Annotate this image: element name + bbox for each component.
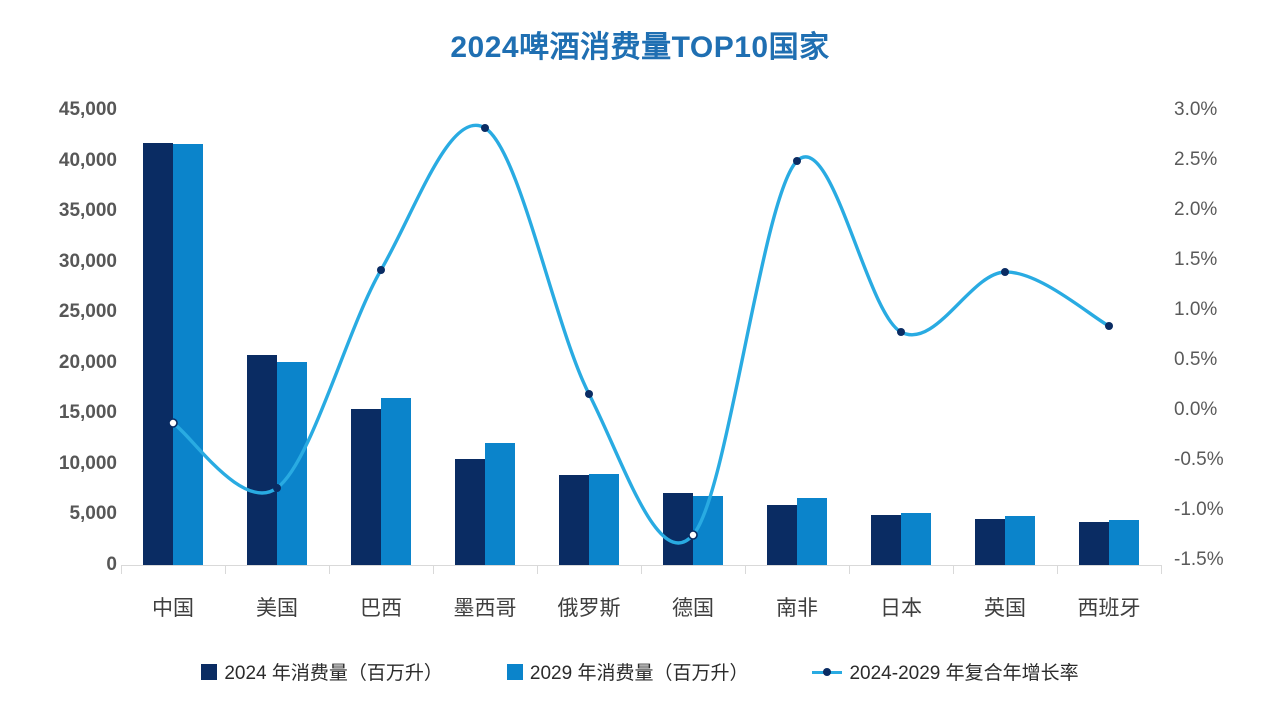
y-axis-right-tick: 0.5% <box>1174 349 1218 370</box>
x-axis-tick <box>1161 565 1162 574</box>
x-axis-tick <box>225 565 226 574</box>
y-axis-right-tick: 2.0% <box>1174 199 1218 220</box>
x-axis-tick <box>641 565 642 574</box>
y-axis-left-tick: 25,000 <box>58 301 117 323</box>
bar-2029 <box>693 496 723 565</box>
bar-2024 <box>351 409 381 565</box>
chart-legend: 2024 年消费量（百万升） 2029 年消费量（百万升） 2024-2029 年复… <box>0 658 1280 685</box>
bar-2029 <box>1005 516 1035 565</box>
legend-line-marker-icon <box>812 664 843 680</box>
x-axis-tick <box>329 565 330 574</box>
y-axis-left-tick: 20,000 <box>58 351 117 373</box>
bar-2024 <box>1079 521 1109 565</box>
x-axis-tick <box>1057 565 1058 574</box>
y-axis-right-tick: 1.0% <box>1174 299 1218 320</box>
bar-2029 <box>173 144 203 565</box>
y-axis-right-tick: -1.0% <box>1174 499 1224 520</box>
y-axis-left-tick: 5,000 <box>69 503 117 525</box>
x-axis-label: 南非 <box>776 597 818 620</box>
bar-2029 <box>381 398 411 565</box>
x-axis-tick <box>849 565 850 574</box>
x-axis-tick <box>433 565 434 574</box>
chart-title: 2024啤酒消费量TOP10国家 <box>450 31 830 64</box>
y-axis-left-tick: 30,000 <box>58 250 117 272</box>
y-axis-left-tick: 45,000 <box>58 99 117 120</box>
y-axis-left-tick: 35,000 <box>58 200 117 222</box>
x-axis-tick <box>953 565 954 574</box>
y-axis-left-tick: 40,000 <box>58 149 117 171</box>
legend-swatch-icon <box>506 663 523 680</box>
bar-2024 <box>975 519 1005 565</box>
legend-item[interactable]: 2029 年消费量（百万升） <box>506 658 749 685</box>
y-axis-right-tick: -1.5% <box>1174 549 1224 570</box>
bar-2024 <box>455 458 485 565</box>
bar-2024 <box>559 475 589 565</box>
y-axis-right-tick: 3.0% <box>1174 99 1218 120</box>
bar-2029 <box>277 361 307 565</box>
x-axis-label: 巴西 <box>360 597 402 620</box>
legend-label: 2029 年消费量（百万升） <box>529 663 749 684</box>
bar-2024 <box>663 493 693 565</box>
y-axis-right-tick: 1.5% <box>1174 249 1218 270</box>
bar-2029 <box>1109 519 1139 565</box>
y-axis-right-tick: 0.0% <box>1174 399 1218 420</box>
legend-label: 2024-2029 年复合年增长率 <box>849 663 1079 684</box>
x-axis-label: 美国 <box>256 597 298 620</box>
y-axis-right-tick: 2.5% <box>1174 149 1218 170</box>
bar-2024 <box>247 354 277 565</box>
x-axis-label: 中国 <box>152 597 194 620</box>
y-axis-left-tick: 15,000 <box>58 402 117 424</box>
x-axis-tick <box>537 565 538 574</box>
x-axis-label: 俄罗斯 <box>557 597 621 620</box>
x-axis-tick <box>745 565 746 574</box>
x-axis-label: 德国 <box>672 597 714 620</box>
bar-2029 <box>901 513 931 565</box>
y-axis-left-tick: 0 <box>106 554 117 575</box>
bar-series-layer <box>121 105 1161 565</box>
y-axis-right-tick: -0.5% <box>1174 449 1224 470</box>
bar-2029 <box>797 498 827 565</box>
x-axis-label: 西班牙 <box>1077 597 1141 620</box>
bar-2024 <box>767 505 797 565</box>
x-axis-label: 英国 <box>984 597 1026 620</box>
bar-2024 <box>143 143 173 565</box>
x-axis-label: 日本 <box>880 597 922 620</box>
legend-label: 2024 年消费量（百万升） <box>224 663 443 684</box>
bar-2029 <box>589 474 619 565</box>
legend-swatch-icon <box>201 663 218 680</box>
bar-2029 <box>485 442 515 565</box>
y-axis-left-tick: 10,000 <box>58 452 117 474</box>
legend-item[interactable]: 2024-2029 年复合年增长率 <box>812 658 1079 685</box>
bar-2024 <box>871 514 901 565</box>
legend-item[interactable]: 2024 年消费量（百万升） <box>201 658 443 685</box>
x-axis-label: 墨西哥 <box>453 597 517 620</box>
x-axis-tick <box>121 565 122 574</box>
